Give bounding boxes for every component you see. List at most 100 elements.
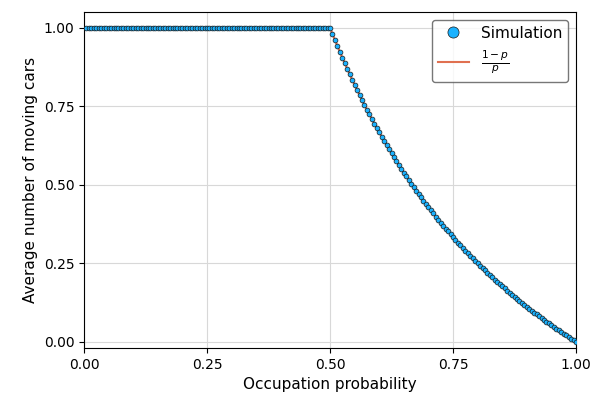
Point	[551, 326, 561, 332]
Point	[377, 134, 386, 140]
Point	[124, 24, 133, 31]
Point	[433, 216, 443, 223]
Point	[527, 308, 536, 314]
Point	[289, 24, 298, 31]
Point	[291, 24, 301, 31]
Point	[370, 120, 379, 127]
Point	[220, 24, 229, 31]
Point	[419, 198, 428, 204]
Point	[466, 252, 475, 259]
Point	[269, 24, 278, 31]
Point	[482, 270, 492, 276]
Point	[166, 24, 175, 31]
Point	[436, 220, 445, 226]
Point	[374, 129, 384, 136]
Point	[305, 24, 315, 31]
Point	[392, 158, 401, 164]
Point	[421, 201, 431, 207]
Point	[571, 338, 581, 345]
Point	[414, 191, 424, 197]
Point	[227, 24, 236, 31]
Point	[512, 296, 522, 302]
Point	[569, 337, 578, 343]
Point	[325, 24, 335, 31]
Point	[424, 204, 433, 210]
Point	[128, 24, 138, 31]
Point	[431, 213, 440, 220]
Point	[180, 24, 190, 31]
Point	[153, 24, 163, 31]
Point	[367, 116, 377, 122]
Point	[387, 150, 397, 156]
Point	[439, 222, 448, 229]
Point	[446, 231, 455, 238]
Point	[209, 24, 219, 31]
Point	[412, 187, 421, 194]
Point	[458, 245, 467, 251]
Point	[278, 24, 288, 31]
Point	[394, 162, 404, 168]
Point	[224, 24, 234, 31]
Point	[119, 24, 128, 31]
Point	[175, 24, 185, 31]
Point	[507, 292, 517, 298]
Point	[401, 173, 411, 180]
Point	[163, 24, 172, 31]
Point	[160, 24, 170, 31]
Point	[485, 272, 495, 278]
Point	[281, 24, 290, 31]
Point	[537, 315, 547, 321]
Point	[111, 24, 121, 31]
Point	[451, 237, 460, 243]
X-axis label: Occupation probability: Occupation probability	[243, 377, 417, 392]
Point	[202, 24, 212, 31]
Point	[404, 177, 413, 183]
Point	[409, 184, 418, 190]
Point	[271, 24, 281, 31]
Point	[232, 24, 241, 31]
Point	[283, 24, 293, 31]
Point	[384, 146, 394, 152]
Point	[301, 24, 310, 31]
Point	[455, 242, 465, 248]
Point	[463, 250, 473, 256]
Point	[182, 24, 192, 31]
Point	[158, 24, 167, 31]
Point	[399, 170, 409, 176]
Point	[332, 43, 342, 49]
Point	[515, 298, 524, 304]
Y-axis label: Average number of moving cars: Average number of moving cars	[23, 57, 38, 303]
Point	[335, 49, 344, 55]
Point	[562, 332, 571, 338]
Point	[547, 322, 556, 328]
Point	[544, 320, 554, 327]
Point	[86, 24, 96, 31]
Point	[136, 24, 145, 31]
Point	[222, 24, 232, 31]
Point	[441, 225, 451, 232]
Point	[274, 24, 283, 31]
Point	[365, 111, 374, 118]
Point	[539, 317, 549, 323]
Point	[564, 334, 574, 340]
Point	[517, 300, 527, 306]
Point	[242, 24, 251, 31]
Point	[236, 24, 246, 31]
Point	[264, 24, 274, 31]
Point	[151, 24, 160, 31]
Point	[443, 228, 453, 234]
Point	[168, 24, 178, 31]
Point	[97, 24, 106, 31]
Point	[493, 279, 502, 285]
Point	[428, 210, 438, 217]
Point	[155, 24, 165, 31]
Point	[535, 313, 544, 320]
Point	[207, 24, 217, 31]
Point	[197, 24, 207, 31]
Point	[126, 24, 136, 31]
Point	[101, 24, 111, 31]
Point	[121, 24, 131, 31]
Point	[497, 283, 507, 290]
Point	[195, 24, 205, 31]
Point	[286, 24, 295, 31]
